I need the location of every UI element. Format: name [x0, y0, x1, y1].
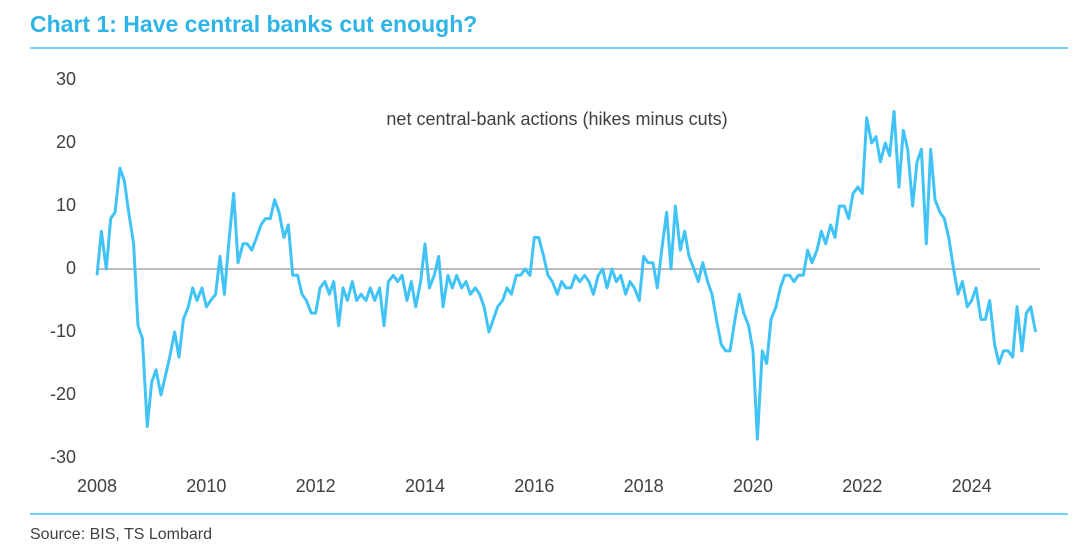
- y-tick-label: -30: [50, 447, 76, 467]
- x-tick-label: 2010: [186, 476, 226, 496]
- x-tick-label: 2012: [296, 476, 336, 496]
- y-tick-label: 10: [56, 195, 76, 215]
- y-tick-label: 20: [56, 132, 76, 152]
- x-tick-label: 2020: [733, 476, 773, 496]
- data-line: [95, 110, 1038, 441]
- x-tick-label: 2024: [952, 476, 992, 496]
- y-tick-label: -20: [50, 384, 76, 404]
- x-tick-label: 2018: [624, 476, 664, 496]
- x-tick-label: 2022: [842, 476, 882, 496]
- y-tick-label: 30: [56, 69, 76, 89]
- x-tick-label: 2014: [405, 476, 445, 496]
- source: Source: BIS, TS Lombard: [30, 526, 212, 543]
- x-tick-label: 2016: [514, 476, 554, 496]
- y-tick-label: -10: [50, 321, 76, 341]
- annotation: net central-bank actions (hikes minus cu…: [386, 109, 727, 129]
- chart-title: Chart 1: Have central banks cut enough?: [30, 11, 477, 37]
- x-tick-label: 2008: [77, 476, 117, 496]
- y-tick-label: 0: [66, 258, 76, 278]
